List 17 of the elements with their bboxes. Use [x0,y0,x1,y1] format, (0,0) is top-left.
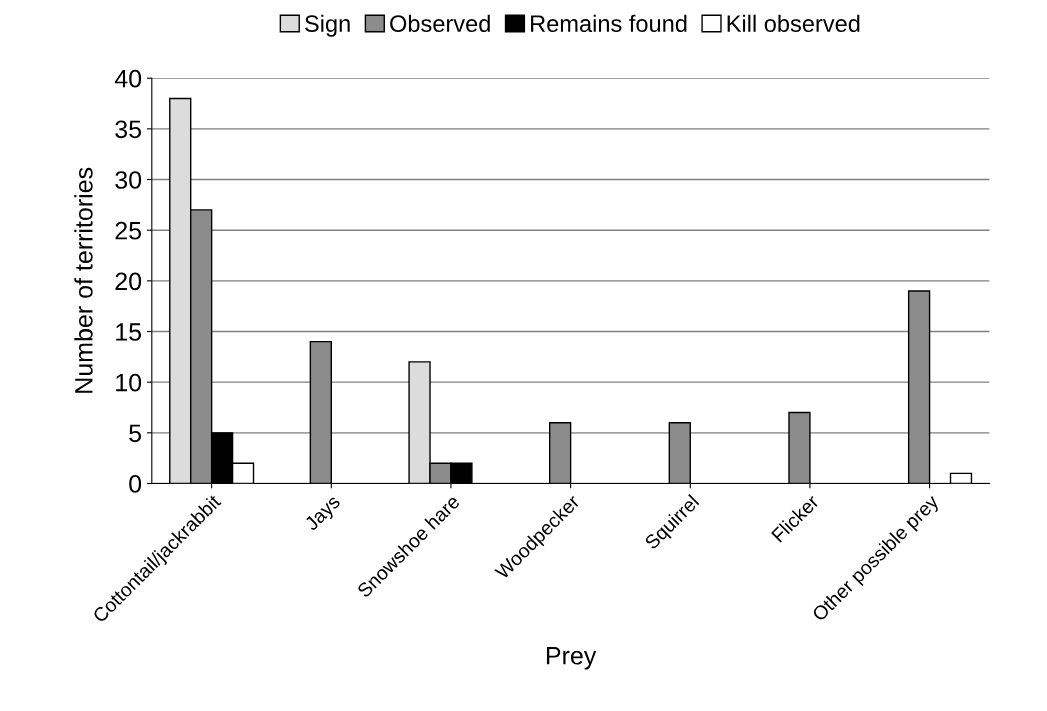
y-tick-label: 15 [116,323,142,341]
x-tick-label: Jays [303,494,344,535]
y-tick-label: 30 [115,171,142,189]
y-tick-label: 25 [115,221,142,240]
y-tick-label: 5 [129,424,142,443]
y-tick-label: 0 [129,475,142,493]
y-tick-label: 35 [115,120,142,139]
legend-label: Kill observed [727,14,860,33]
bar [949,472,973,484]
legend-label: Sign [305,14,350,37]
y-tick-label: 40 [114,69,142,88]
y-tick-label: 10 [116,373,142,392]
x-axis-title: Prey [546,647,597,670]
y-axis-title: Number of territories [74,167,93,393]
legend-label: Observed [390,14,490,33]
y-tick-label: 20 [115,272,142,291]
legend-label: Remains found [531,14,687,33]
